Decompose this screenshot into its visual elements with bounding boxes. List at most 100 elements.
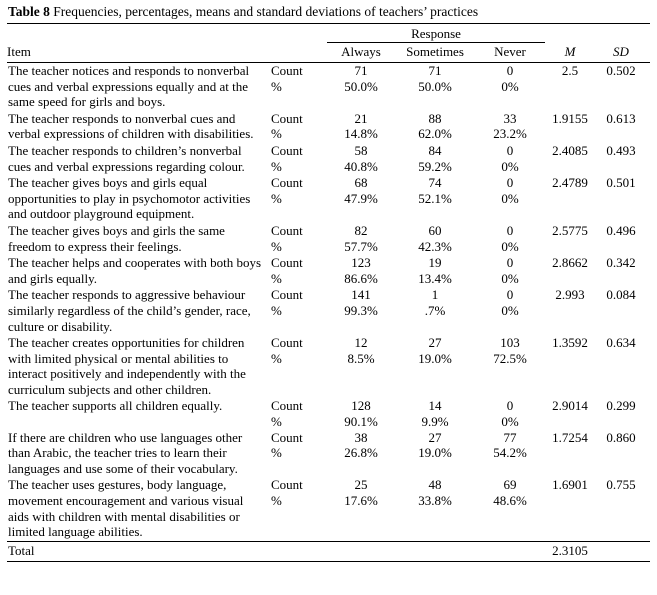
sometimes-count: 14: [428, 398, 442, 414]
spacer: [327, 543, 395, 559]
always-cell: 141 99.3%: [327, 287, 395, 335]
sd-cell: 0.493: [606, 142, 636, 158]
table-row: The teacher gives boys and girls equal o…: [7, 175, 650, 223]
table-row: The teacher responds to children’s nonve…: [7, 143, 650, 175]
spacer: [475, 543, 545, 559]
sometimes-count: 27: [428, 429, 442, 445]
always-cell: 38 26.8%: [327, 430, 395, 478]
sd-cell: 0.755: [606, 477, 636, 493]
table-number: Table 8: [8, 4, 50, 19]
sometimes-count: 84: [428, 142, 442, 158]
count-label: Count: [271, 63, 303, 78]
never-count: 0: [506, 287, 514, 303]
sometimes-percent: 42.3%: [418, 238, 452, 254]
never-count: 0: [506, 175, 514, 191]
table-page: Table 8 Frequencies, percentages, means …: [7, 2, 650, 562]
stat-labels: Count%: [271, 143, 327, 175]
pre-total-rule: [7, 540, 650, 542]
sometimes-cell: 60 42.3%: [395, 223, 475, 255]
total-mean: 2.3105: [552, 542, 588, 558]
mean-cell: 1.3592: [552, 335, 588, 351]
sometimes-percent: .7%: [424, 302, 446, 318]
percent-label: %: [271, 238, 282, 254]
always-count: 21: [354, 110, 368, 126]
sometimes-percent: 52.1%: [418, 190, 452, 206]
sometimes-count: 88: [428, 110, 442, 126]
table-title: Table 8 Frequencies, percentages, means …: [7, 2, 650, 23]
never-cell: 0 0%: [475, 143, 545, 175]
count-label: Count: [271, 255, 303, 271]
header-rule: [7, 62, 650, 63]
percent-label: %: [271, 414, 282, 430]
always-count: 12: [354, 335, 368, 351]
sometimes-percent: 9.9%: [421, 414, 449, 430]
sometimes-count: 74: [428, 175, 442, 191]
always-count: 38: [354, 429, 368, 445]
stat-labels: Count%: [271, 287, 327, 335]
mean-cell: 2.8662: [552, 255, 588, 271]
percent-label: %: [271, 126, 282, 142]
never-count: 0: [506, 63, 514, 78]
top-rule: [7, 23, 650, 24]
never-count: 33: [503, 110, 517, 126]
spacer: [395, 543, 475, 559]
total-row: Total 2.3105: [7, 542, 650, 561]
stat-labels: Count%: [271, 223, 327, 255]
percent-label: %: [271, 158, 282, 174]
sd-cell: 0.084: [606, 287, 636, 303]
mean-cell: 2.5775: [552, 222, 588, 238]
always-cell: 12 8.5%: [327, 335, 395, 398]
table-row: The teacher supports all children equall…: [7, 398, 650, 429]
never-percent: 0%: [501, 270, 519, 286]
always-count: 68: [354, 175, 368, 191]
never-cell: 0 0%: [475, 255, 545, 287]
item-text: The teacher gives boys and girls equal o…: [8, 175, 251, 222]
always-cell: 128 90.1%: [327, 398, 395, 429]
percent-label: %: [271, 350, 282, 366]
sometimes-percent: 62.0%: [418, 126, 452, 142]
never-percent: 23.2%: [493, 126, 527, 142]
always-count: 128: [351, 398, 371, 414]
sd-cell: 0.634: [606, 335, 636, 351]
never-percent: 48.6%: [493, 493, 527, 509]
sometimes-count: 48: [428, 477, 442, 493]
mean-cell: 2.5: [561, 63, 579, 78]
stat-labels: Count%: [271, 477, 327, 540]
always-percent: 8.5%: [347, 350, 375, 366]
item-text: The teacher helps and cooperates with bo…: [8, 255, 262, 286]
percent-label: %: [271, 78, 282, 94]
total-label: Total: [8, 542, 35, 558]
count-label: Count: [271, 398, 303, 414]
count-label: Count: [271, 142, 303, 158]
never-count: 69: [503, 477, 517, 493]
always-cell: 123 86.6%: [327, 255, 395, 287]
table-row: If there are children who use languages …: [7, 430, 650, 478]
always-percent: 90.1%: [344, 414, 378, 430]
sometimes-cell: 84 59.2%: [395, 143, 475, 175]
bottom-rule: [7, 560, 650, 562]
table-caption: Frequencies, percentages, means and stan…: [53, 4, 479, 19]
mean-cell: 1.9155: [552, 110, 588, 126]
item-text: The teacher creates opportunities for ch…: [8, 335, 246, 397]
sometimes-count: 1: [431, 287, 439, 303]
percent-label: %: [271, 270, 282, 286]
count-label: Count: [271, 287, 303, 303]
never-percent: 0%: [501, 78, 519, 94]
count-label: Count: [271, 175, 303, 191]
always-percent: 14.8%: [344, 126, 378, 142]
sd-cell: 0.299: [606, 398, 636, 414]
mean-cell: 2.4085: [552, 142, 588, 158]
table-row: The teacher uses gestures, body language…: [7, 477, 650, 540]
never-percent: 0%: [501, 238, 519, 254]
table-row: The teacher responds to nonverbal cues a…: [7, 111, 650, 143]
never-count: 77: [503, 429, 517, 445]
never-cell: 0 0%: [475, 223, 545, 255]
percent-label: %: [271, 302, 282, 318]
never-percent: 0%: [501, 158, 519, 174]
item-text: The teacher uses gestures, body language…: [8, 477, 244, 540]
table-row: The teacher helps and cooperates with bo…: [7, 255, 650, 287]
sometimes-cell: 88 62.0%: [395, 111, 475, 143]
table-row: The teacher gives boys and girls the sam…: [7, 223, 650, 255]
stat-labels: Count%: [271, 335, 327, 398]
sometimes-cell: 48 33.8%: [395, 477, 475, 540]
